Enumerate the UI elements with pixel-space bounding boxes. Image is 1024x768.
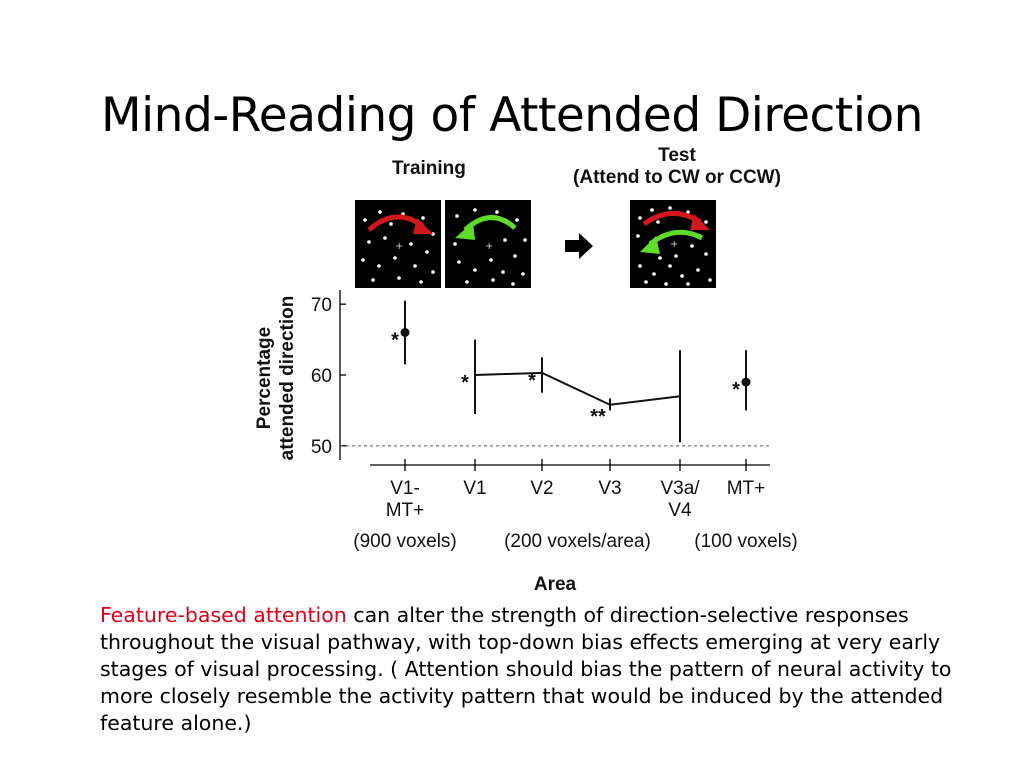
caption-text: can alter the strength of direction-sele… bbox=[100, 603, 952, 735]
y-tick-label-70: 70 bbox=[311, 295, 332, 316]
x-tick-label-3-0: V3 bbox=[598, 478, 621, 499]
significance-1: * bbox=[461, 372, 469, 394]
svg-text:+: + bbox=[395, 241, 403, 252]
caption: Feature-based attention can alter the st… bbox=[100, 602, 970, 737]
x-tick-label-5-0: MT+ bbox=[727, 478, 766, 499]
training-ccw-panel: + bbox=[445, 200, 531, 288]
training-cw-panel: + bbox=[355, 200, 441, 288]
y-axis-label-line2: attended direction bbox=[277, 296, 298, 461]
cw-stimulus-icon: + bbox=[361, 210, 435, 284]
caption-highlight: Feature-based attention bbox=[100, 603, 347, 627]
svg-text:+: + bbox=[485, 241, 493, 252]
test-label: Test (Attend to CW or CCW) bbox=[557, 145, 797, 189]
x-tick-label-2-0: V2 bbox=[530, 478, 553, 499]
x-tick-label-0-0: V1- bbox=[390, 478, 420, 499]
chart-marks bbox=[400, 300, 751, 443]
right-arrow-icon bbox=[565, 233, 593, 259]
x-tick-label-1-0: V1 bbox=[463, 478, 486, 499]
significance-5: * bbox=[732, 379, 740, 401]
x-tick-label-4-0: V3a/ bbox=[660, 478, 700, 499]
data-point-5 bbox=[741, 377, 751, 387]
data-point-0 bbox=[400, 328, 410, 337]
x-tick-label-4-1: V4 bbox=[668, 500, 692, 521]
y-tick-label-50: 50 bbox=[311, 437, 332, 458]
group-label-1: (200 voxels/area) bbox=[504, 531, 651, 552]
test-panel: + bbox=[630, 200, 716, 288]
training-label: Training bbox=[392, 158, 466, 179]
svg-text:+: + bbox=[670, 239, 678, 250]
test-label-line2: (Attend to CW or CCW) bbox=[573, 167, 781, 188]
significance-0: * bbox=[391, 330, 399, 352]
significance-2: * bbox=[528, 370, 536, 392]
group-label-0: (900 voxels) bbox=[353, 531, 457, 552]
y-axis-label-line1: Percentage bbox=[254, 327, 275, 429]
slide-title: Mind-Reading of Attended Direction bbox=[101, 88, 923, 143]
y-tick-label-60: 60 bbox=[311, 366, 332, 387]
test-stimulus-icon: + bbox=[636, 206, 712, 286]
group-label-2: (100 voxels) bbox=[694, 531, 798, 552]
x-axis-label: Area bbox=[534, 574, 577, 595]
ccw-stimulus-icon: + bbox=[453, 208, 527, 286]
chart-axes: 50 60 70 bbox=[311, 290, 770, 471]
series-line bbox=[474, 371, 681, 406]
significance-3: ** bbox=[590, 406, 606, 428]
test-label-line1: Test bbox=[658, 145, 696, 166]
x-tick-label-0-1: MT+ bbox=[386, 500, 425, 521]
